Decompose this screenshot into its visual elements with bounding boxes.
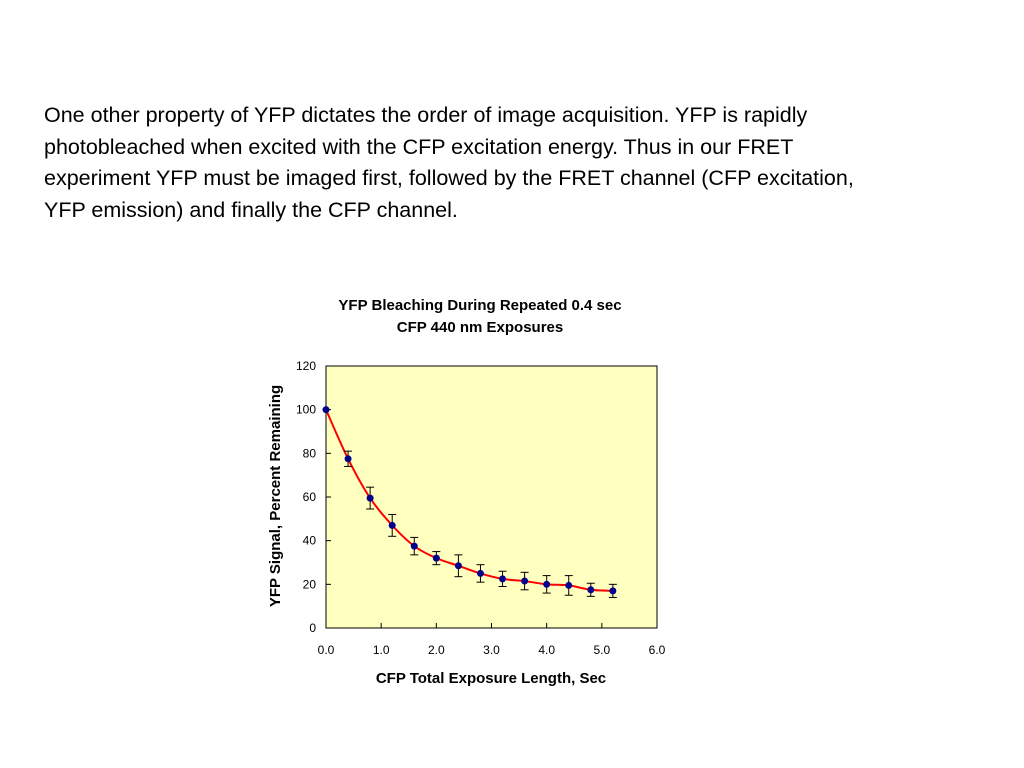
data-point <box>521 577 529 585</box>
data-point <box>565 581 573 589</box>
data-point <box>499 575 507 583</box>
data-point <box>410 542 418 550</box>
chart-title-line-2: CFP 440 nm Exposures <box>397 319 563 336</box>
y-tick-label: 120 <box>296 359 316 373</box>
y-tick-label: 80 <box>303 446 317 460</box>
data-point <box>609 587 617 595</box>
x-tick-label: 6.0 <box>649 643 666 657</box>
series-layer <box>322 406 617 598</box>
data-point <box>366 494 374 502</box>
x-tick-label: 5.0 <box>593 643 610 657</box>
data-point <box>388 521 396 529</box>
data-point <box>476 569 484 577</box>
body-paragraph: One other property of YFP dictates the o… <box>44 103 854 222</box>
chart-title-line-1: YFP Bleaching During Repeated 0.4 sec <box>338 297 621 314</box>
x-tick-label: 3.0 <box>483 643 500 657</box>
data-point <box>322 406 330 414</box>
x-tick-label: 1.0 <box>373 643 390 657</box>
x-axis-title: CFP Total Exposure Length, Sec <box>376 670 606 687</box>
y-axis-title: YFP Signal, Percent Remaining <box>267 385 284 607</box>
x-tick-label: 2.0 <box>428 643 445 657</box>
y-tick-label: 100 <box>296 403 316 417</box>
x-tick-label: 4.0 <box>538 643 555 657</box>
y-tick-label: 40 <box>303 534 317 548</box>
data-point <box>344 455 352 463</box>
y-tick-label: 0 <box>309 621 316 635</box>
plot-area <box>325 365 658 629</box>
data-point <box>432 554 440 562</box>
y-tick-label: 20 <box>303 577 317 591</box>
data-point <box>543 580 551 588</box>
y-axis: 0 20 40 60 80 100 120 <box>296 359 331 635</box>
data-point <box>587 586 595 594</box>
x-tick-label: 0.0 <box>318 643 335 657</box>
data-point <box>454 562 462 570</box>
y-tick-label: 60 <box>303 490 317 504</box>
x-axis: 0.0 1.0 2.0 3.0 4.0 5.0 6.0 <box>318 623 666 657</box>
